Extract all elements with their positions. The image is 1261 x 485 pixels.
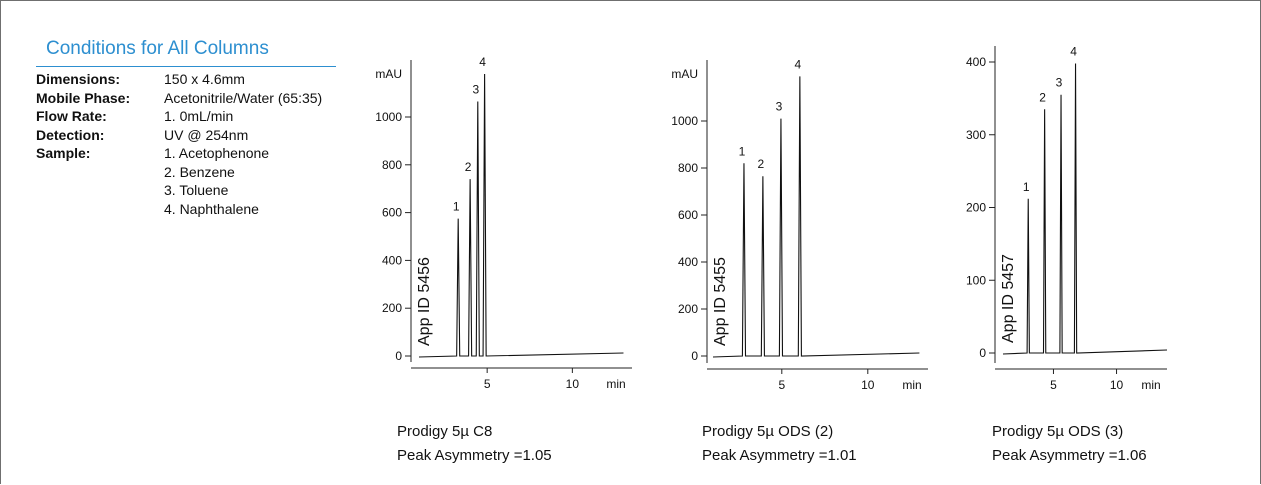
x-unit-label: min — [606, 377, 625, 391]
chromatogram-ods3: 0 100 200 300 400 5 10 min App ID 5457 1 2 3 4 — [966, 44, 1168, 392]
caption-c8: Prodigy 5µ C8 Peak Asymmetry =1.05 — [397, 420, 552, 468]
detection-row: Detection: UV @ 254nm — [36, 126, 322, 145]
x-tick-label: 10 — [861, 378, 875, 392]
app-id-label: App ID 5455 — [712, 257, 729, 346]
peak-label: 4 — [1070, 44, 1077, 58]
y-tick-label: 100 — [966, 273, 986, 287]
chromatogram-trace — [1002, 63, 1168, 355]
sample-item: 4. Naphthalene — [164, 200, 259, 217]
caption-ods3: Prodigy 5µ ODS (3) Peak Asymmetry =1.06 — [992, 420, 1147, 468]
peak-label: 1 — [739, 144, 746, 158]
mobile-phase-label: Mobile Phase: — [36, 89, 131, 106]
mobile-phase-row: Mobile Phase: Acetonitrile/Water (65:35) — [36, 89, 322, 108]
peak-label: 4 — [795, 57, 802, 71]
chromatogram-ods3-svg: 0 100 200 300 400 5 10 min App ID 5457 1 23 4 — [966, 44, 1168, 392]
y-tick-label: 400 — [382, 253, 402, 267]
detection-value: UV @ 254nm — [164, 126, 249, 143]
column-name: Prodigy 5µ ODS (3) — [992, 423, 1124, 440]
peak-label: 1 — [1023, 180, 1030, 194]
flow-rate-row: Flow Rate: 1. 0mL/min — [36, 107, 322, 126]
x-tick-label: 5 — [1050, 378, 1057, 392]
dimensions-value: 150 x 4.6mm — [164, 71, 245, 87]
peak-label: 2 — [465, 160, 472, 174]
chromatogram-ods2-svg: 0 200 400 600 800 1000 mAU 5 10 min App ID 5455 12 3… — [671, 57, 928, 392]
y-tick-label: 1000 — [375, 110, 402, 124]
peak-asymmetry: Peak Asymmetry =1.06 — [992, 447, 1147, 464]
conditions-divider — [36, 66, 336, 67]
chromatogram-c8: 0 200 400 600 800 1000 mAU 5 10 min App ID 5456 1 2 3… — [0, 0, 640, 400]
y-tick-label: 200 — [382, 301, 402, 315]
x-tick-label: 5 — [778, 378, 785, 392]
y-tick-label: 800 — [382, 158, 402, 172]
detection-label: Detection: — [36, 126, 105, 143]
flow-rate-label: Flow Rate: — [36, 108, 107, 124]
peak-label: 2 — [758, 157, 765, 171]
sample-item: 1. Acetophenone — [164, 145, 270, 161]
chromatogram-trace — [418, 73, 624, 358]
sample-item: 3. Toluene — [164, 182, 229, 198]
peak-label: 3 — [472, 82, 479, 96]
y-tick-label: 200 — [678, 302, 698, 316]
x-unit-label: min — [1141, 378, 1160, 392]
column-name: Prodigy 5µ ODS (2) — [702, 423, 834, 440]
x-tick-label: 10 — [566, 377, 580, 391]
column-name: Prodigy 5µ C8 — [397, 423, 493, 440]
app-id-label: App ID 5456 — [416, 257, 433, 346]
y-tick-label: 600 — [678, 208, 698, 222]
peak-label: 2 — [1039, 90, 1046, 104]
dimensions-row: Dimensions: 150 x 4.6mm — [36, 70, 322, 89]
mobile-phase-value: Acetonitrile/Water (65:35) — [164, 89, 323, 106]
chromatogram-c8-svg: 0 200 400 600 800 1000 mAU 5 10 min App ID 5456 1 2 3… — [375, 55, 632, 391]
sample-item: 2. Benzene — [164, 163, 235, 180]
y-tick-label: 1000 — [671, 114, 698, 128]
x-tick-label: 5 — [484, 377, 491, 391]
y-unit-label: mAU — [375, 67, 402, 81]
sample-row: Sample: 1. Acetophenone 2. Benzene 3. To… — [36, 144, 322, 218]
y-tick-label: 0 — [395, 349, 402, 363]
sample-list: 1. Acetophenone 2. Benzene 3. Toluene 4.… — [164, 144, 269, 218]
conditions-table: Dimensions: 150 x 4.6mm Mobile Phase: Ac… — [36, 70, 322, 218]
dimensions-label: Dimensions: — [36, 71, 121, 87]
peak-label: 4 — [479, 55, 486, 69]
y-tick-label: 400 — [678, 255, 698, 269]
caption-ods2: Prodigy 5µ ODS (2) Peak Asymmetry =1.01 — [702, 420, 857, 468]
x-tick-label: 10 — [1110, 378, 1124, 392]
chromatogram-ods2: 0 200 400 600 800 1000 mAU 5 10 min App ID 5455 1 2 3… — [671, 57, 928, 392]
y-tick-label: 200 — [966, 201, 986, 215]
peak-label: 3 — [1056, 76, 1063, 90]
y-tick-label: 0 — [691, 349, 698, 363]
y-unit-label: mAU — [671, 67, 698, 81]
y-tick-label: 600 — [382, 206, 402, 220]
conditions-title: Conditions for All Columns — [46, 38, 269, 59]
sample-label: Sample: — [36, 145, 91, 161]
y-tick-label: 0 — [979, 346, 986, 360]
peak-asymmetry: Peak Asymmetry =1.05 — [397, 447, 552, 464]
app-id-label: App ID 5457 — [1000, 254, 1017, 343]
flow-rate-value: 1. 0mL/min — [164, 108, 234, 124]
y-tick-label: 400 — [966, 55, 986, 69]
peak-label: 3 — [776, 100, 783, 114]
y-tick-label: 800 — [678, 161, 698, 175]
peak-asymmetry: Peak Asymmetry =1.01 — [702, 447, 857, 464]
y-tick-label: 300 — [966, 128, 986, 142]
peak-label: 1 — [453, 200, 460, 214]
x-unit-label: min — [902, 378, 921, 392]
chromatogram-trace — [712, 76, 920, 358]
